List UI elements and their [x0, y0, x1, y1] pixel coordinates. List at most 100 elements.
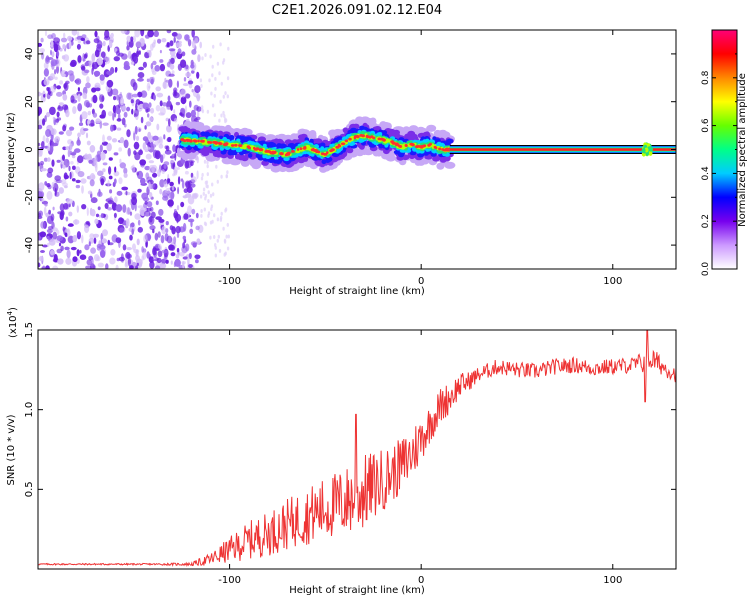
trace-cell [214, 141, 218, 145]
noise-speckle [126, 45, 130, 51]
noise-speckle [121, 117, 126, 126]
noise-speckle [76, 249, 80, 257]
trace-cell [230, 144, 235, 147]
noise-speckle [121, 186, 129, 191]
colorbar-frame [711, 29, 738, 270]
noise-speckle [94, 254, 100, 262]
noise-speckle [92, 94, 98, 104]
noise-speckle [50, 128, 57, 136]
spectrogram-ylabel: Frequency (Hz) [6, 112, 17, 188]
noise-speckle [109, 257, 116, 265]
trace-cell [272, 151, 276, 155]
noise-speckle [147, 131, 152, 140]
noise-speckle [56, 159, 61, 163]
noise-speckle [61, 55, 66, 60]
noise-speckle [140, 177, 146, 185]
noise-speckle [102, 162, 108, 166]
noise-speckle [213, 113, 216, 118]
noise-speckle [91, 174, 96, 180]
noise-speckle [191, 176, 197, 183]
noise-speckle [81, 204, 87, 210]
noise-speckle [211, 103, 215, 108]
noise-speckle [54, 69, 57, 75]
noise-speckle [174, 117, 178, 123]
noise-speckle [226, 76, 230, 81]
trace-cell [394, 142, 398, 146]
noise-speckle [72, 235, 78, 243]
noise-speckle [190, 109, 196, 118]
noise-speckle [212, 44, 215, 49]
noise-speckle [154, 265, 161, 269]
noise-speckle [103, 35, 111, 41]
trace-cell [295, 150, 300, 154]
noise-speckle [49, 85, 56, 93]
noise-speckle [194, 254, 201, 260]
noise-speckle [52, 231, 57, 240]
noise-speckle [149, 192, 153, 198]
noise-speckle [219, 99, 222, 104]
spectrogram-x-ticks: -100 0 100 [218, 30, 622, 287]
noise-speckle [119, 136, 125, 144]
noise-speckle [98, 214, 101, 218]
noise-speckle [185, 243, 190, 252]
noise-speckle [131, 108, 134, 115]
noise-speckle [196, 110, 200, 118]
colorbar-tick-label: 0.8 [701, 70, 711, 85]
noise-speckle [48, 209, 51, 215]
noise-speckle [46, 190, 53, 200]
noise-speckle [44, 56, 51, 64]
noise-speckle [91, 53, 96, 62]
noise-speckle [96, 57, 103, 66]
noise-speckle [115, 264, 119, 269]
noise-speckle [100, 151, 106, 161]
trace-cell [435, 146, 438, 150]
trace-cell [267, 141, 275, 147]
figure-title: C2E1.2026.091.02.12.E04 [272, 3, 442, 18]
noise-speckle [126, 106, 131, 112]
noise-speckle [65, 216, 69, 222]
noise-speckle [155, 86, 161, 92]
noise-speckle [146, 251, 150, 259]
trace-cell [237, 154, 246, 161]
noise-speckle [138, 66, 145, 71]
trace-cell [427, 144, 431, 147]
noise-speckle [110, 32, 114, 38]
noise-speckle [165, 228, 169, 234]
trace-cell [284, 159, 291, 165]
noise-speckle [132, 35, 136, 43]
noise-speckle [97, 191, 103, 197]
noise-speckle [127, 147, 131, 157]
noise-speckle [165, 79, 171, 83]
noise-speckle [204, 222, 208, 227]
noise-speckle [62, 164, 66, 169]
colorbar-tick-label: 0.0 [701, 262, 711, 277]
trace-cell [215, 152, 222, 158]
snr-y-ticks: 0.5 1.0 1.5 [24, 322, 676, 497]
noise-speckle [45, 265, 50, 269]
noise-speckle [147, 30, 154, 38]
spectrogram-noise-region [38, 30, 230, 269]
noise-speckle [209, 235, 212, 240]
noise-speckle [182, 83, 189, 87]
trace-cell [242, 128, 253, 136]
noise-speckle [188, 264, 193, 268]
noise-speckle [69, 61, 76, 67]
noise-speckle [138, 50, 141, 55]
x-tick-label: 0 [418, 276, 424, 287]
noise-speckle [203, 207, 206, 212]
snr-x-ticks: -100 0 100 [218, 330, 622, 586]
noise-speckle [189, 228, 194, 234]
noise-speckle [56, 50, 60, 57]
trace-cell [438, 147, 442, 151]
noise-speckle [226, 170, 229, 175]
trace-cell [220, 149, 227, 155]
trace-cell [341, 136, 346, 141]
trace-cell [200, 131, 207, 137]
spectrogram-panel: -100 0 100 -40 -20 0 20 40 Height of straight … [6, 29, 677, 297]
noise-speckle [188, 83, 193, 89]
noise-speckle [207, 190, 210, 195]
noise-speckle [127, 257, 131, 267]
noise-speckle [83, 53, 88, 59]
noise-speckle [72, 151, 77, 155]
